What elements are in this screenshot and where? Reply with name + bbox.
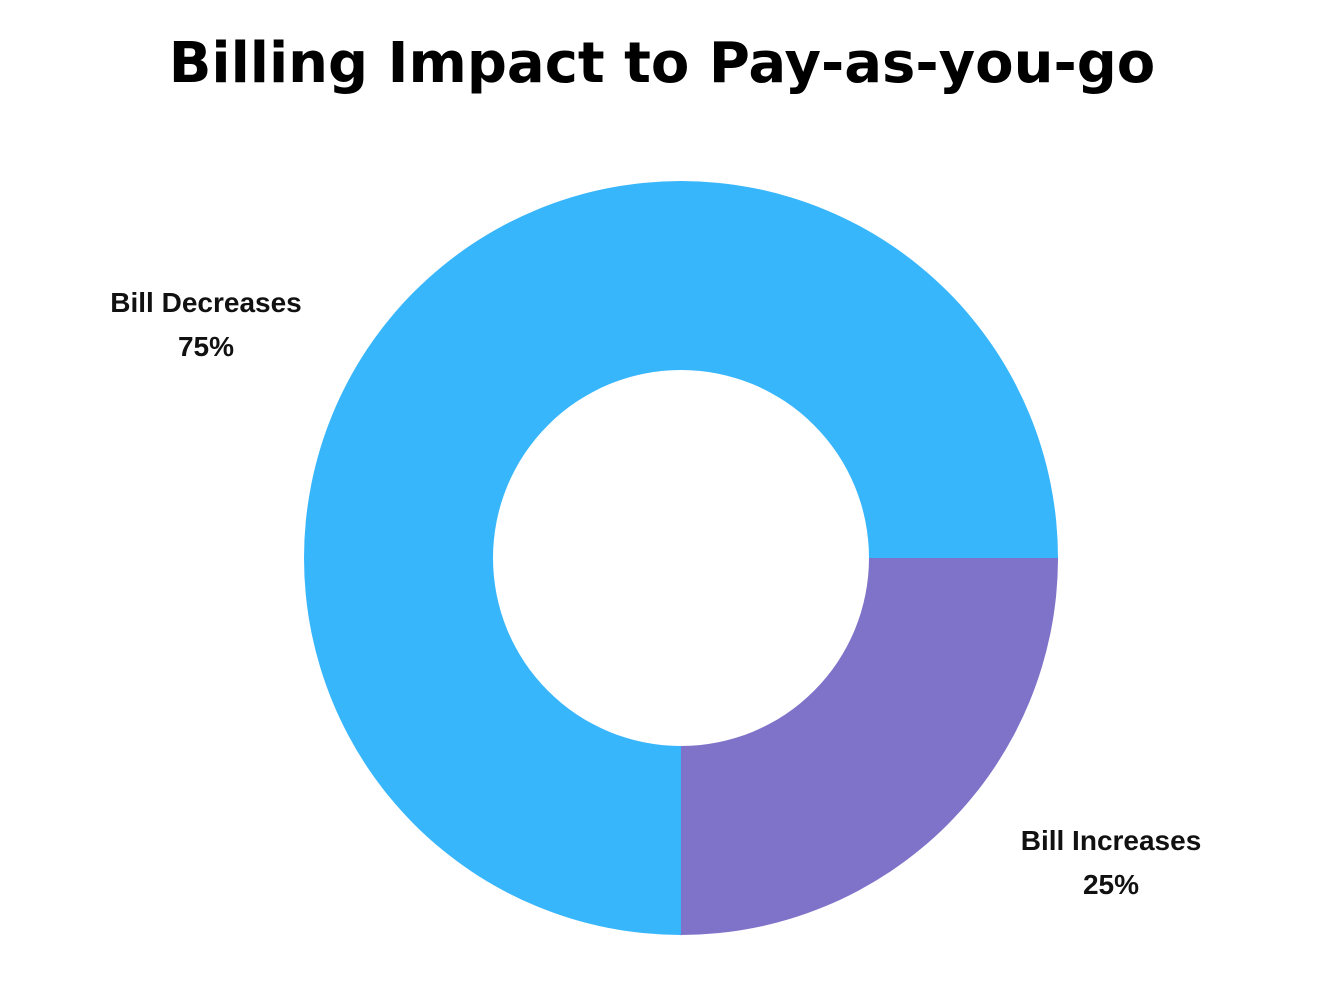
data-label: 75% [178, 331, 234, 362]
donut-segment [681, 558, 1058, 935]
donut-segment [304, 181, 1058, 935]
segment-label: Bill Increases [1021, 825, 1202, 856]
data-label: 25% [1083, 869, 1139, 900]
chart-title: Billing Impact to Pay-as-you-go [169, 31, 1156, 96]
segment-label: Bill Decreases [110, 287, 301, 318]
